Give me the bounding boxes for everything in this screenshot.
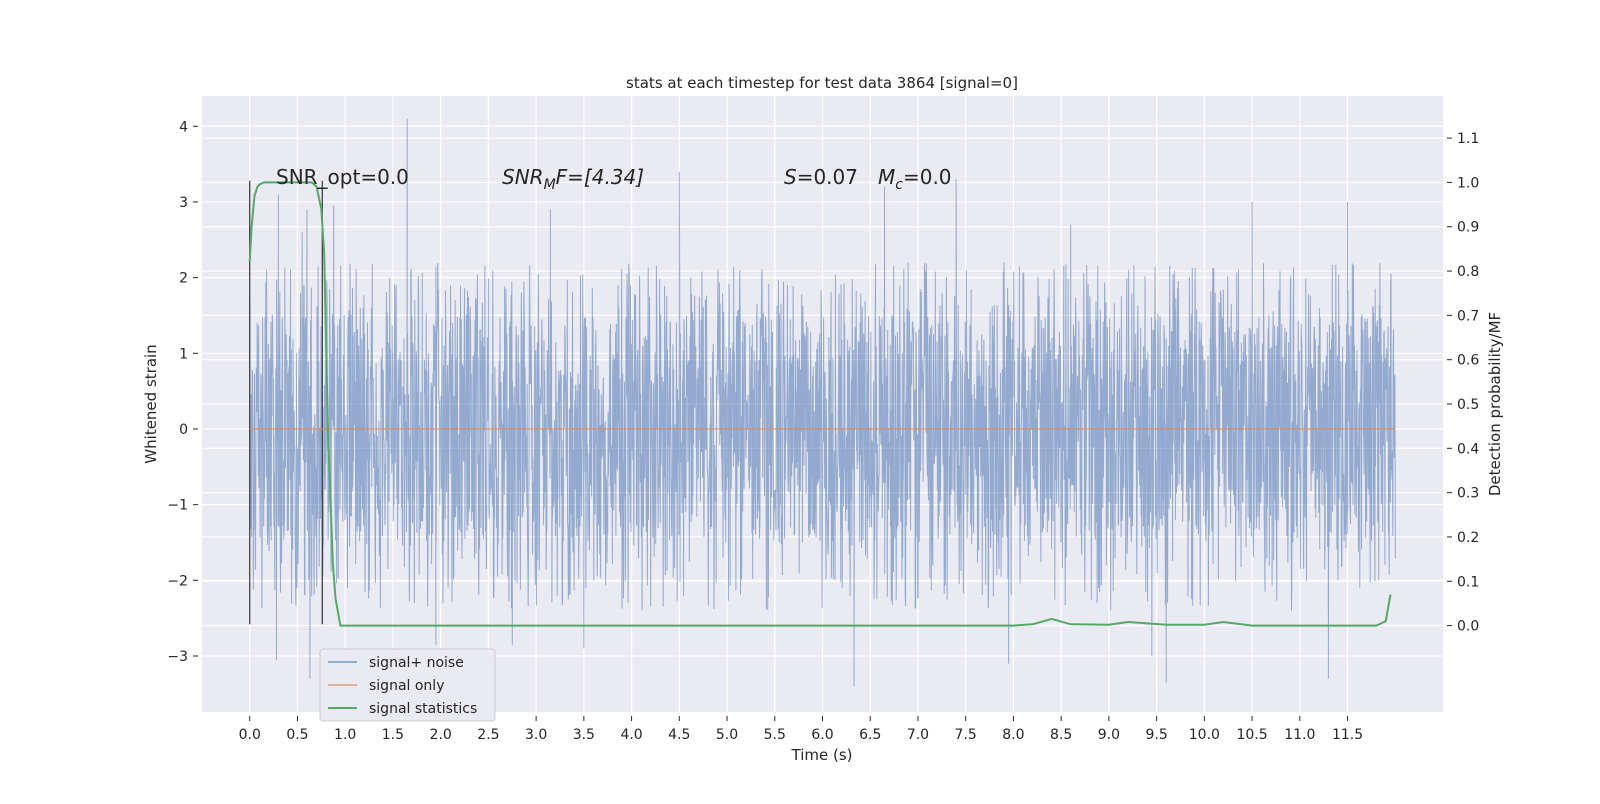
y2-tick-label: 0.7 xyxy=(1457,308,1479,324)
x-tick-label: 11.5 xyxy=(1332,727,1363,743)
x-tick-label: 10.0 xyxy=(1189,727,1220,743)
y2-tick-label: 0.6 xyxy=(1457,353,1479,369)
chart-title: stats at each timestep for test data 386… xyxy=(626,74,1018,92)
y2-tick-label: 0.4 xyxy=(1457,441,1479,457)
x-tick-label: 4.5 xyxy=(668,727,690,743)
x-tick-label: 4.0 xyxy=(620,727,642,743)
y2-tick-label: 1.1 xyxy=(1457,131,1479,147)
y-axis-label: Whitened strain xyxy=(142,344,160,463)
annotation-snr-mf-f: F=[4.34] xyxy=(556,165,644,189)
y2-tick-label: 0.3 xyxy=(1457,486,1479,502)
legend-box xyxy=(319,648,496,722)
y2-tick-label: 0.5 xyxy=(1457,397,1479,413)
legend-label-signal-only: signal only xyxy=(369,678,444,694)
y2-tick-label: 0.9 xyxy=(1457,220,1479,236)
annotation-mc: Mc=0.0 xyxy=(878,165,952,193)
x-tick-label: 11.0 xyxy=(1284,727,1315,743)
annotation-s-value: =0.07 xyxy=(797,165,858,189)
annotation-mc-symbol: M xyxy=(878,165,895,189)
annotation-snr-mf: SNRMF=[4.34] xyxy=(502,165,644,193)
x-tick-label: 5.0 xyxy=(716,727,738,743)
y-tick-label: 3 xyxy=(179,195,188,211)
x-tick-label: 6.0 xyxy=(811,727,833,743)
y2-tick-label: 0.1 xyxy=(1457,574,1479,590)
annotation-mc-subscript: c xyxy=(895,177,903,193)
y-tick-label: −2 xyxy=(167,573,188,589)
y-tick-label: 4 xyxy=(179,119,188,135)
x-tick-label: 2.5 xyxy=(477,727,499,743)
x-tick-label: 8.5 xyxy=(1050,727,1072,743)
x-tick-label: 5.5 xyxy=(764,727,786,743)
y2-axis-label: Detection probability/MF xyxy=(1486,312,1504,496)
annotation-snr-mf-symbol: SNR xyxy=(502,165,544,189)
x-tick-label: 6.5 xyxy=(859,727,881,743)
annotation-snr-opt: SNR_opt=0.0 xyxy=(276,165,409,189)
x-tick-label: 8.0 xyxy=(1002,727,1024,743)
x-tick-label: 7.0 xyxy=(907,727,929,743)
x-tick-label: 3.5 xyxy=(573,727,595,743)
x-axis-label: Time (s) xyxy=(791,746,853,764)
x-tick-label: 9.0 xyxy=(1098,727,1120,743)
x-tick-label: 1.0 xyxy=(334,727,356,743)
x-tick-layer: 0.0 0.5 1.0 1.5 2.0 2.5 3.0 3.5 4.0 4.5 5.0 5.5 6.0 6… xyxy=(239,716,1363,743)
annotation-s: S=0.07 xyxy=(784,165,858,189)
y-tick-layer: −3 −2 −1 0 1 2 3 4 xyxy=(167,119,198,665)
y-tick-label: 0 xyxy=(179,422,188,438)
y-tick-label: 1 xyxy=(179,346,188,362)
y-tick-label: −3 xyxy=(167,649,188,665)
y2-tick-label: 0.0 xyxy=(1457,619,1479,635)
x-tick-label: 2.0 xyxy=(430,727,452,743)
x-tick-label: 9.5 xyxy=(1145,727,1167,743)
x-tick-label: 0.5 xyxy=(286,727,308,743)
legend-label-signal-noise: signal+ noise xyxy=(369,655,464,671)
annotation-mc-value: =0.0 xyxy=(903,165,952,189)
series-signal-noise-line xyxy=(249,118,1396,687)
x-tick-label: 1.5 xyxy=(382,727,404,743)
legend: signal+ noise signal only signal statist… xyxy=(319,648,496,722)
y2-tick-label: 0.8 xyxy=(1457,264,1479,280)
data-layer xyxy=(248,118,1396,687)
y2-tick-label: 0.2 xyxy=(1457,530,1479,546)
annotation-s-symbol: S xyxy=(784,165,797,189)
y2-tick-layer: 0.0 0.1 0.2 0.3 0.4 0.5 0.6 0.7 0.8 0.9 1.0 1.1 xyxy=(1447,131,1479,635)
x-tick-label: 10.5 xyxy=(1236,727,1267,743)
series-signal-statistics-line xyxy=(248,181,1392,627)
annotation-snr-mf-subscript: M xyxy=(544,177,556,193)
x-tick-label: 3.0 xyxy=(525,727,547,743)
y2-tick-label: 1.0 xyxy=(1457,175,1479,191)
x-tick-label: 0.0 xyxy=(239,727,261,743)
y-tick-label: 2 xyxy=(179,271,188,287)
legend-label-signal-statistics: signal statistics xyxy=(369,701,477,717)
x-tick-label: 7.5 xyxy=(955,727,977,743)
y-tick-label: −1 xyxy=(167,498,188,514)
